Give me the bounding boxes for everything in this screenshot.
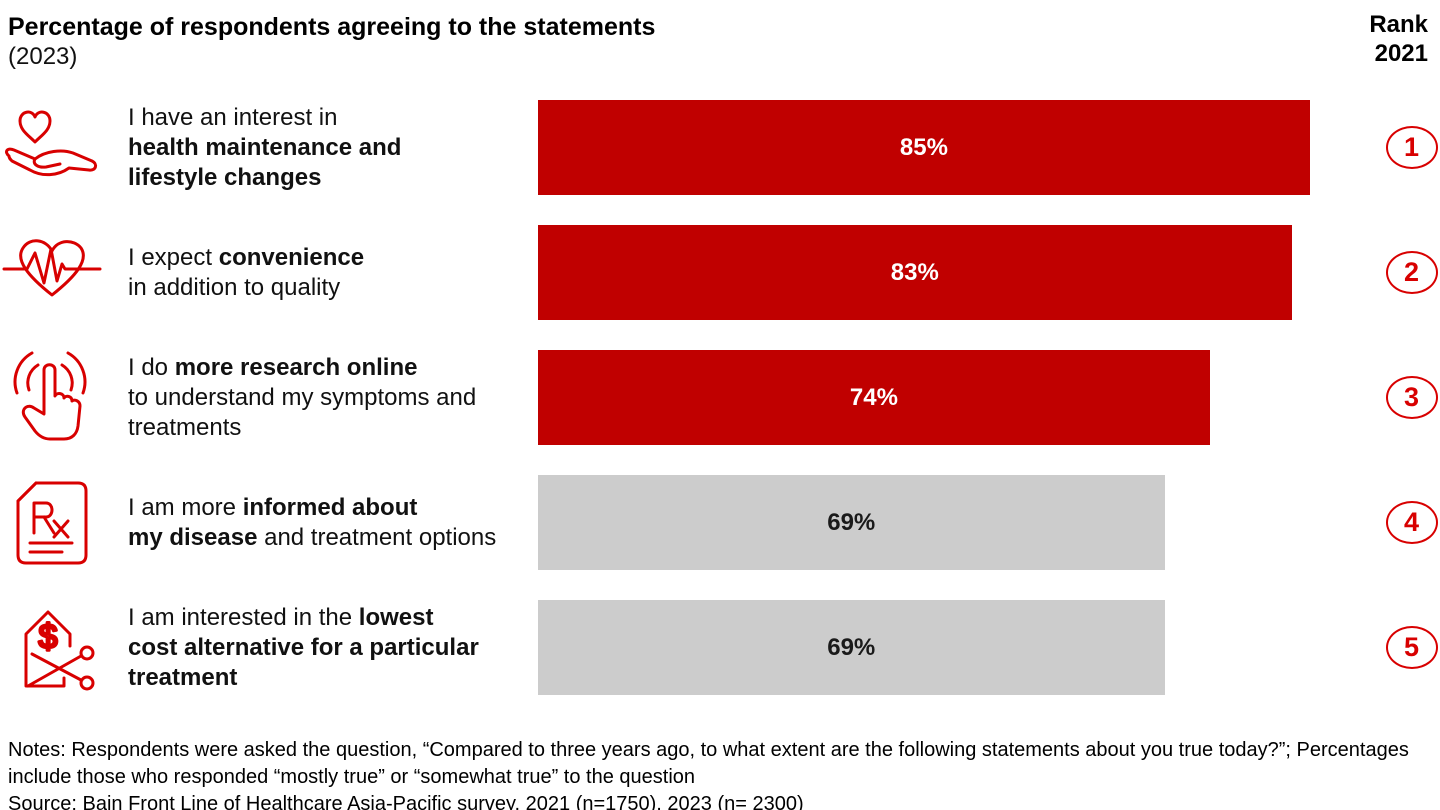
rank-badge: 5 (1385, 626, 1438, 669)
rank-number: 5 (1403, 632, 1420, 662)
chart-row: I expect convenience in addition to quali… (0, 225, 1440, 320)
statement-label: I have an interest in health maintenance … (128, 103, 538, 193)
rank-header-line1: Rank (1369, 11, 1428, 38)
bar: 69% (538, 475, 1165, 570)
statement-text-segment: I am interested in the (128, 603, 359, 631)
page-subtitle: (2023) (8, 43, 78, 70)
statement-text-segment: more research online (174, 353, 418, 381)
rank-number: 4 (1403, 507, 1420, 537)
rank-cell: 1 (1383, 126, 1440, 169)
bar-value-label: 74% (849, 383, 898, 411)
statement-text-segment: cost alternative for a particular (128, 633, 479, 661)
chart-source: Source: Bain Front Line of Healthcare As… (8, 793, 804, 810)
chart-row: I have an interest in health maintenance … (0, 100, 1440, 195)
chart-row: I am interested in the lowest cost altern… (0, 600, 1440, 695)
rank-number: 2 (1403, 257, 1420, 287)
statement-label: I am more informed about my disease and t… (128, 493, 538, 553)
statement-text-segment: I do (128, 353, 175, 381)
rank-cell: 3 (1383, 376, 1440, 419)
statement-icon-cell (0, 225, 128, 320)
statement-text-segment: in addition to quality (128, 273, 341, 301)
rank-cell: 2 (1383, 251, 1440, 294)
statement-label: I am interested in the lowest cost altern… (128, 603, 538, 693)
statement-text-segment: convenience (218, 243, 365, 271)
chart-row: I am more informed about my disease and t… (0, 475, 1440, 570)
statement-text-segment: my disease (128, 523, 258, 551)
rx-document-icon (2, 473, 102, 573)
rank-column-header: Rank 2021 (1369, 10, 1428, 68)
bar: 69% (538, 600, 1165, 695)
bar-track: 69% (538, 475, 1383, 570)
chart-footer: Notes: Respondents were asked the questi… (0, 737, 1440, 810)
statement-icon-cell (0, 350, 128, 445)
rank-header-line2: 2021 (1374, 40, 1428, 67)
bar-value-label: 69% (827, 633, 876, 661)
rank-number: 1 (1403, 132, 1420, 162)
statement-text-segment: treatment (128, 663, 238, 691)
statement-text-segment: treatments (128, 413, 242, 441)
statement-text-segment: and treatment options (257, 523, 497, 551)
chart-header: Percentage of respondents agreeing to th… (0, 0, 1440, 100)
statement-text-segment: I expect (128, 243, 219, 271)
chart-notes: Notes: Respondents were asked the questi… (8, 739, 1409, 788)
page-title: Percentage of respondents agreeing to th… (8, 13, 656, 41)
statement-text-segment: I have an interest in (128, 103, 338, 131)
rank-number: 3 (1403, 382, 1420, 412)
rank-badge: 2 (1385, 251, 1438, 294)
bar-track: 83% (538, 225, 1383, 320)
bar-value-label: 83% (890, 258, 939, 286)
heart-pulse-icon (2, 223, 102, 323)
bar-value-label: 85% (899, 133, 948, 161)
statement-text-segment: informed about (242, 493, 418, 521)
chart-row: I do more research online to understand m… (0, 350, 1440, 445)
statement-text-segment: I am more (128, 493, 243, 521)
bar: 74% (538, 350, 1210, 445)
bar: 85% (538, 100, 1310, 195)
price-tag-scissors-icon (2, 598, 102, 698)
statement-label: I do more research online to understand m… (128, 353, 538, 443)
rank-badge: 4 (1385, 501, 1438, 544)
rank-cell: 4 (1383, 501, 1440, 544)
rank-cell: 5 (1383, 626, 1440, 669)
statement-label: I expect convenience in addition to quali… (128, 243, 538, 303)
statement-text-segment: lifestyle changes (128, 163, 322, 191)
statement-icon-cell (0, 600, 128, 695)
statement-icon-cell (0, 475, 128, 570)
statement-text-segment: lowest (358, 603, 434, 631)
tap-finger-icon (2, 348, 102, 448)
statement-icon-cell (0, 100, 128, 195)
statement-text-segment: to understand my symptoms and (128, 383, 477, 411)
heart-in-hand-icon (2, 98, 102, 198)
rank-badge: 3 (1385, 376, 1438, 419)
bar-track: 74% (538, 350, 1383, 445)
bar-track: 85% (538, 100, 1383, 195)
bar-value-label: 69% (827, 508, 876, 536)
statement-text-segment: health maintenance and (128, 133, 402, 161)
bar-track: 69% (538, 600, 1383, 695)
bar: 83% (538, 225, 1292, 320)
rank-badge: 1 (1385, 126, 1438, 169)
bar-chart: I have an interest in health maintenance … (0, 100, 1440, 695)
